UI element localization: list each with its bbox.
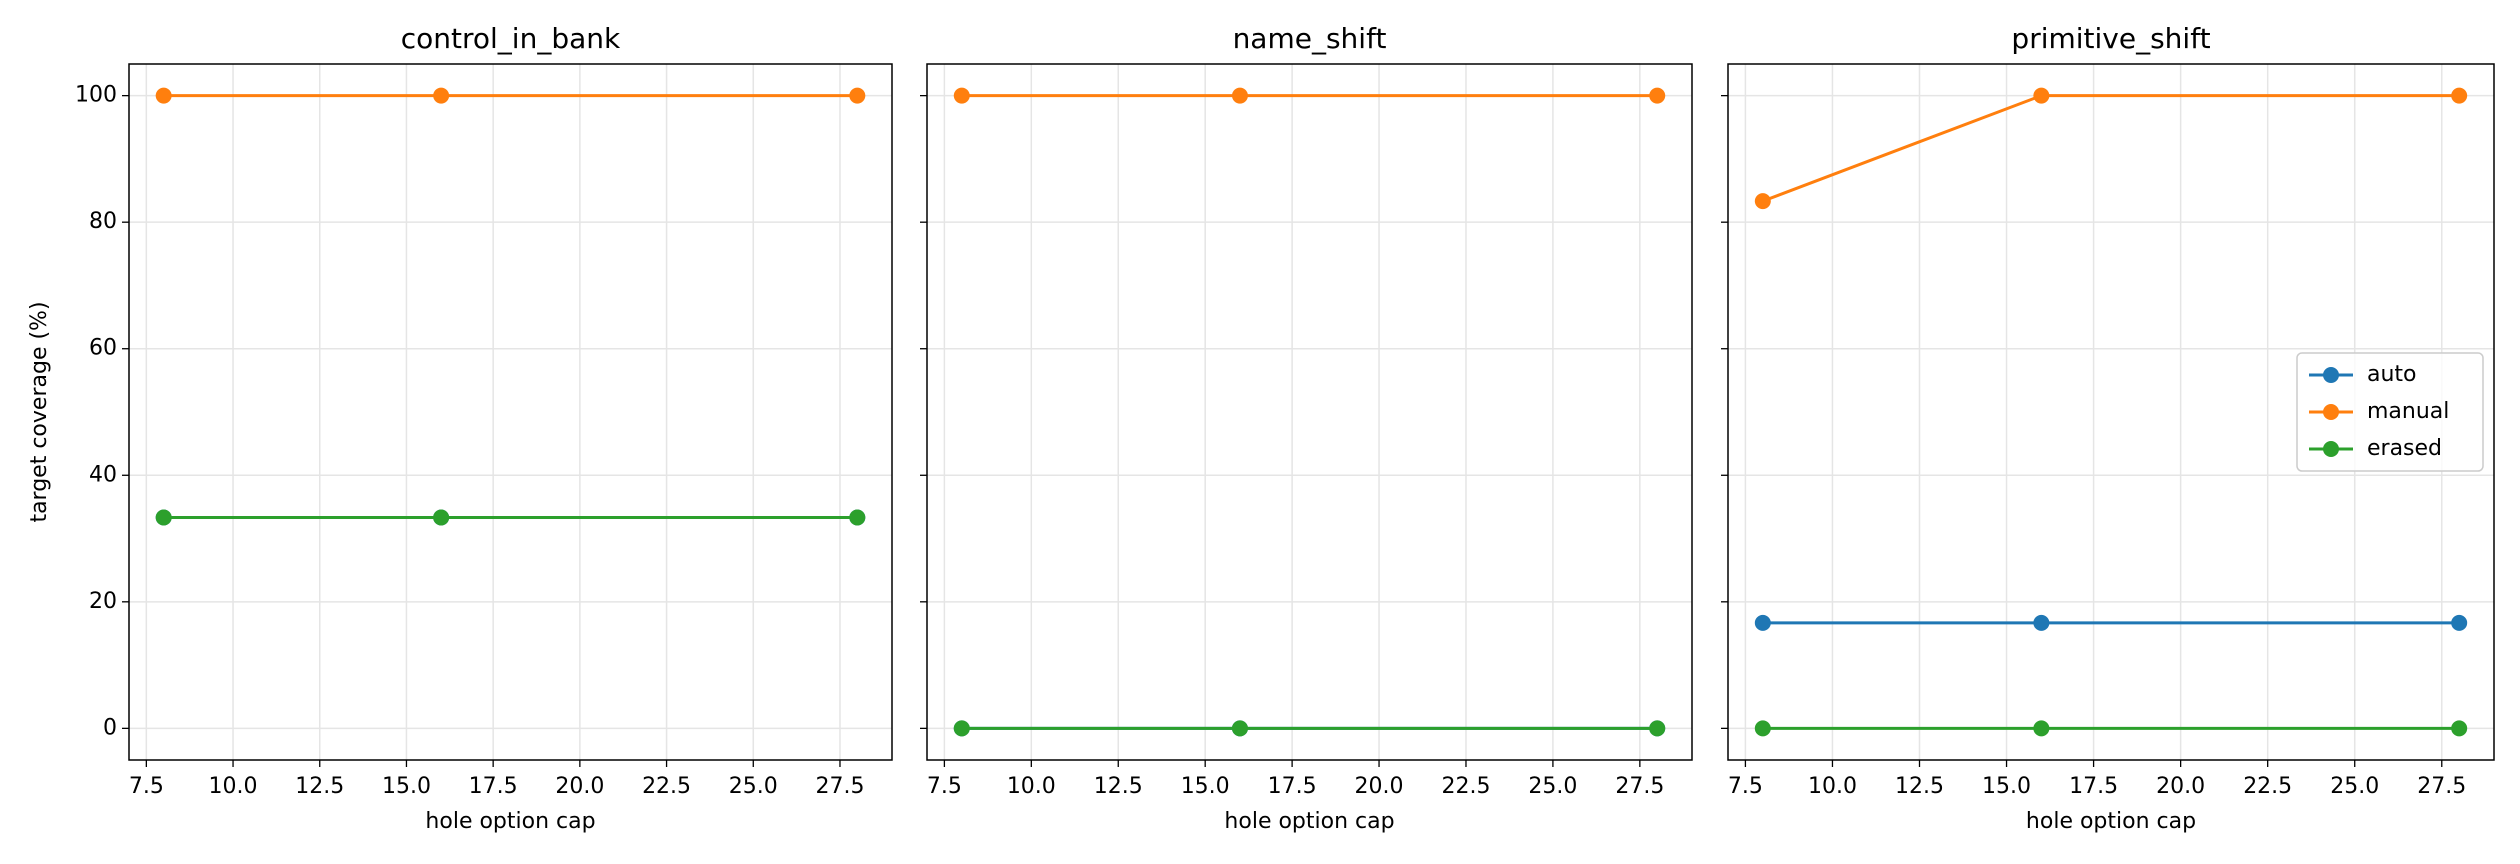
x-tick-label: 15.0 <box>382 774 431 799</box>
data-point <box>1754 614 1771 631</box>
x-axis-label: hole option cap <box>425 809 595 834</box>
data-point <box>1754 193 1771 210</box>
x-tick-label: 22.5 <box>1441 774 1490 799</box>
data-point <box>433 87 450 104</box>
x-tick-label: 12.5 <box>1895 774 1944 799</box>
data-point <box>1649 720 1666 737</box>
y-tick-label: 20 <box>89 589 117 614</box>
y-tick-label: 0 <box>103 715 117 740</box>
x-tick-label: 20.0 <box>2156 774 2205 799</box>
data-point <box>2033 87 2050 104</box>
data-point <box>1754 720 1771 737</box>
subplot-title: control_in_bank <box>401 22 621 55</box>
x-tick-label: 7.5 <box>927 774 962 799</box>
x-tick-label: 25.0 <box>1528 774 1577 799</box>
data-point <box>1231 720 1248 737</box>
subplot: 7.5 10.0 12.5 15.0 17.5 20.0 22.5 25.0 27.5 name_… <box>920 22 1693 834</box>
data-point <box>433 509 450 526</box>
x-tick-label: 25.0 <box>729 774 778 799</box>
legend-marker <box>2323 441 2339 457</box>
plot-frame <box>1727 63 2495 761</box>
data-point <box>2451 87 2468 104</box>
plot-frame <box>926 63 1693 761</box>
data-point <box>2451 720 2468 737</box>
legend-label: auto <box>2367 362 2417 387</box>
data-point <box>849 509 866 526</box>
y-tick-label: 60 <box>89 336 117 361</box>
x-tick-label: 15.0 <box>1181 774 1230 799</box>
plot-frame <box>128 63 893 761</box>
data-point <box>155 87 172 104</box>
y-tick-label: 100 <box>75 83 117 108</box>
data-point <box>1649 87 1666 104</box>
subplot-title: primitive_shift <box>2011 22 2210 55</box>
x-tick-label: 27.5 <box>2417 774 2466 799</box>
x-tick-label: 12.5 <box>1094 774 1143 799</box>
data-point <box>2033 720 2050 737</box>
x-tick-label: 7.5 <box>129 774 164 799</box>
data-point <box>155 509 172 526</box>
data-point <box>953 720 970 737</box>
x-tick-label: 10.0 <box>209 774 258 799</box>
y-axis-label: target coverage (%) <box>27 301 52 522</box>
x-tick-label: 20.0 <box>555 774 604 799</box>
data-point <box>849 87 866 104</box>
y-tick-label: 80 <box>89 209 117 234</box>
legend-marker <box>2323 367 2339 383</box>
y-tick-label: 40 <box>89 462 117 487</box>
data-point <box>2033 614 2050 631</box>
x-tick-label: 17.5 <box>2069 774 2118 799</box>
x-tick-label: 27.5 <box>815 774 864 799</box>
x-tick-label: 10.0 <box>1007 774 1056 799</box>
x-tick-label: 17.5 <box>469 774 518 799</box>
legend: auto manual erased <box>2296 352 2484 472</box>
x-tick-label: 10.0 <box>1808 774 1857 799</box>
x-tick-label: 27.5 <box>1615 774 1664 799</box>
legend-label: erased <box>2367 436 2442 461</box>
x-tick-label: 15.0 <box>1982 774 2031 799</box>
x-tick-label: 20.0 <box>1355 774 1404 799</box>
x-tick-label: 22.5 <box>2243 774 2292 799</box>
legend-marker <box>2323 404 2339 420</box>
data-point <box>1231 87 1248 104</box>
subplot-title: name_shift <box>1233 22 1387 55</box>
legend-box <box>2296 352 2484 472</box>
data-point <box>2451 614 2468 631</box>
legend-label: manual <box>2367 399 2449 424</box>
x-axis-label: hole option cap <box>2026 809 2196 834</box>
x-tick-label: 12.5 <box>295 774 344 799</box>
x-tick-label: 22.5 <box>642 774 691 799</box>
x-tick-label: 7.5 <box>1728 774 1763 799</box>
x-axis-label: hole option cap <box>1224 809 1394 834</box>
x-tick-label: 17.5 <box>1268 774 1317 799</box>
subplot: 7.5 10.0 12.5 15.0 17.5 20.0 22.5 25.0 27.5 primi… <box>1721 22 2495 834</box>
x-tick-label: 25.0 <box>2330 774 2379 799</box>
subplot: 7.5 10.0 12.5 15.0 17.5 20.0 22.5 25.0 27.5 0 20 40… <box>27 22 893 834</box>
data-point <box>953 87 970 104</box>
